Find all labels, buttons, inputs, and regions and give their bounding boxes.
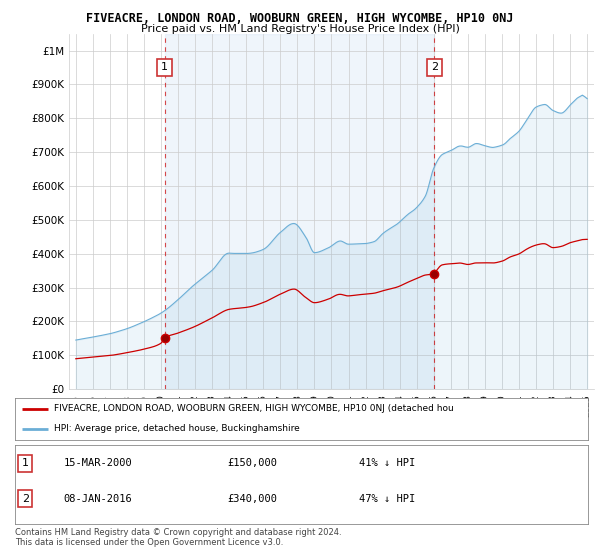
Text: £150,000: £150,000 <box>227 458 277 468</box>
Text: 2: 2 <box>22 493 29 503</box>
Text: 41% ↓ HPI: 41% ↓ HPI <box>359 458 415 468</box>
Text: 08-JAN-2016: 08-JAN-2016 <box>64 493 133 503</box>
Text: 15-MAR-2000: 15-MAR-2000 <box>64 458 133 468</box>
Text: 1: 1 <box>22 458 29 468</box>
Text: FIVEACRE, LONDON ROAD, WOOBURN GREEN, HIGH WYCOMBE, HP10 0NJ: FIVEACRE, LONDON ROAD, WOOBURN GREEN, HI… <box>86 12 514 25</box>
Text: £340,000: £340,000 <box>227 493 277 503</box>
Text: Contains HM Land Registry data © Crown copyright and database right 2024.
This d: Contains HM Land Registry data © Crown c… <box>15 528 341 547</box>
Text: 47% ↓ HPI: 47% ↓ HPI <box>359 493 415 503</box>
Text: 1: 1 <box>161 63 168 72</box>
Text: Price paid vs. HM Land Registry's House Price Index (HPI): Price paid vs. HM Land Registry's House … <box>140 24 460 34</box>
Bar <box>164 34 434 389</box>
Text: 2: 2 <box>431 63 438 72</box>
Text: HPI: Average price, detached house, Buckinghamshire: HPI: Average price, detached house, Buck… <box>54 424 300 433</box>
Text: FIVEACRE, LONDON ROAD, WOOBURN GREEN, HIGH WYCOMBE, HP10 0NJ (detached hou: FIVEACRE, LONDON ROAD, WOOBURN GREEN, HI… <box>54 404 454 413</box>
